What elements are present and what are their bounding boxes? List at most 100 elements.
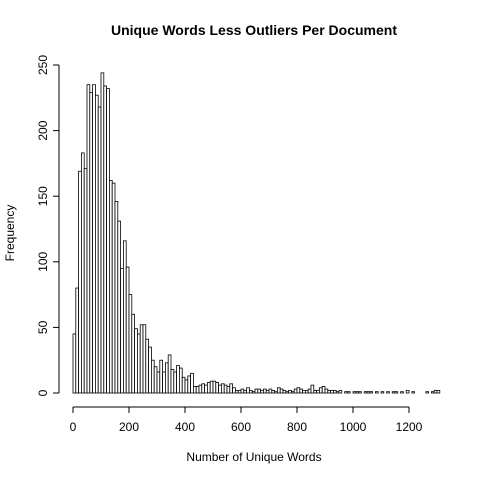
histogram-bar [358,391,362,394]
histogram-bar [346,391,351,394]
histogram-bar [436,389,441,394]
x-tick-label: 1200 [396,420,423,434]
histogram-bar [363,391,368,394]
histogram-bar [293,388,298,394]
histogram-bar [148,346,152,394]
histogram-bar [290,391,295,394]
histogram-bar [78,170,82,394]
histogram-bar [109,180,113,394]
histogram-bar [209,380,214,394]
histogram-bar [95,94,99,394]
histogram-bar [162,371,166,394]
histogram-bar [366,391,371,394]
histogram-bar [335,391,340,394]
histogram-bar [304,389,309,394]
histogram-bar [282,389,287,394]
histogram-bar [248,389,253,394]
y-tick-label: 0 [36,389,50,396]
histogram-bar [159,359,164,394]
histogram-bar [184,379,189,394]
histogram-bar [170,368,175,394]
histogram-bar [198,384,203,394]
histogram-bar [75,287,80,394]
histogram-bar [352,391,357,394]
histogram-bar [125,266,130,394]
y-tick-label: 200 [36,120,50,140]
histogram-bar [103,85,108,394]
x-tick-label: 800 [287,420,307,434]
histogram-bar [220,383,225,394]
histogram-bar [240,388,245,394]
histogram-bar [164,362,169,394]
histogram-bar [114,201,119,394]
x-axis: 0 200 400 600 800 1000 1200 [70,406,423,434]
x-axis-label: Number of Unique Words [186,450,321,464]
histogram-bar [156,371,161,394]
histogram-bar [380,391,385,394]
x-tick-label: 1000 [340,420,367,434]
histogram-bar [391,391,396,394]
histogram-bar [288,389,292,394]
histogram-bar [276,387,281,394]
histogram-bar [265,389,270,394]
histogram-bar [260,389,264,394]
histogram-bar [201,383,206,394]
histogram-bar [318,387,323,394]
histogram-bar [262,388,267,394]
histogram-bar [212,380,217,394]
histogram-bar [268,388,273,394]
histogram-bar [302,389,306,394]
histogram-bar [218,384,222,394]
histogram-bar [386,391,390,394]
histogram-bar [142,324,147,394]
histogram-bar [425,391,429,394]
histogram-bar [100,72,105,394]
histogram-bar [307,388,312,394]
histogram-bar [117,220,122,394]
histogram-bar [232,387,236,394]
histogram-bar [299,388,303,394]
histogram-bar [279,388,284,394]
histogram-bar [195,386,200,394]
histogram-bar [243,389,248,394]
y-axis-label: Frequency [3,205,17,262]
histogram-bar [204,384,208,394]
histogram-bar [120,267,124,394]
histogram-bar [324,388,329,394]
histogram-bar [374,391,379,394]
histogram-bar [134,328,138,394]
x-tick-label: 0 [70,420,77,434]
histogram-bar [332,389,337,394]
y-tick-label: 100 [36,251,50,271]
histogram-bar [321,386,326,394]
histogram-bar [234,389,239,394]
histogram-bar [411,391,415,394]
histogram-bar [178,367,183,394]
histogram-bar [181,376,186,394]
histogram-bar [310,384,315,394]
histogram-bar [369,391,373,394]
y-axis: 0 50 100 150 200 250 [36,55,60,396]
histogram-bar [150,359,155,394]
histogram-bar [128,294,133,394]
histogram-bar [215,382,220,394]
histogram-bar [83,168,88,394]
histogram-bar [187,375,192,394]
histogram-bar [251,391,256,394]
histogram-bar [430,391,435,394]
histogram-bar [111,182,116,394]
histogram-bar [153,366,158,394]
histogram-bar [136,333,141,394]
histogram-bar [229,383,234,394]
histogram-bar [274,391,278,394]
y-tick-label: 250 [36,55,50,75]
x-tick-label: 600 [231,420,251,434]
histogram-bar [330,389,334,394]
histogram-bar [327,389,331,394]
histogram-bar [81,152,85,394]
histogram-bar [246,387,250,394]
histogram-bar [167,354,172,394]
x-tick-label: 200 [119,420,139,434]
histogram-bar [226,386,231,394]
